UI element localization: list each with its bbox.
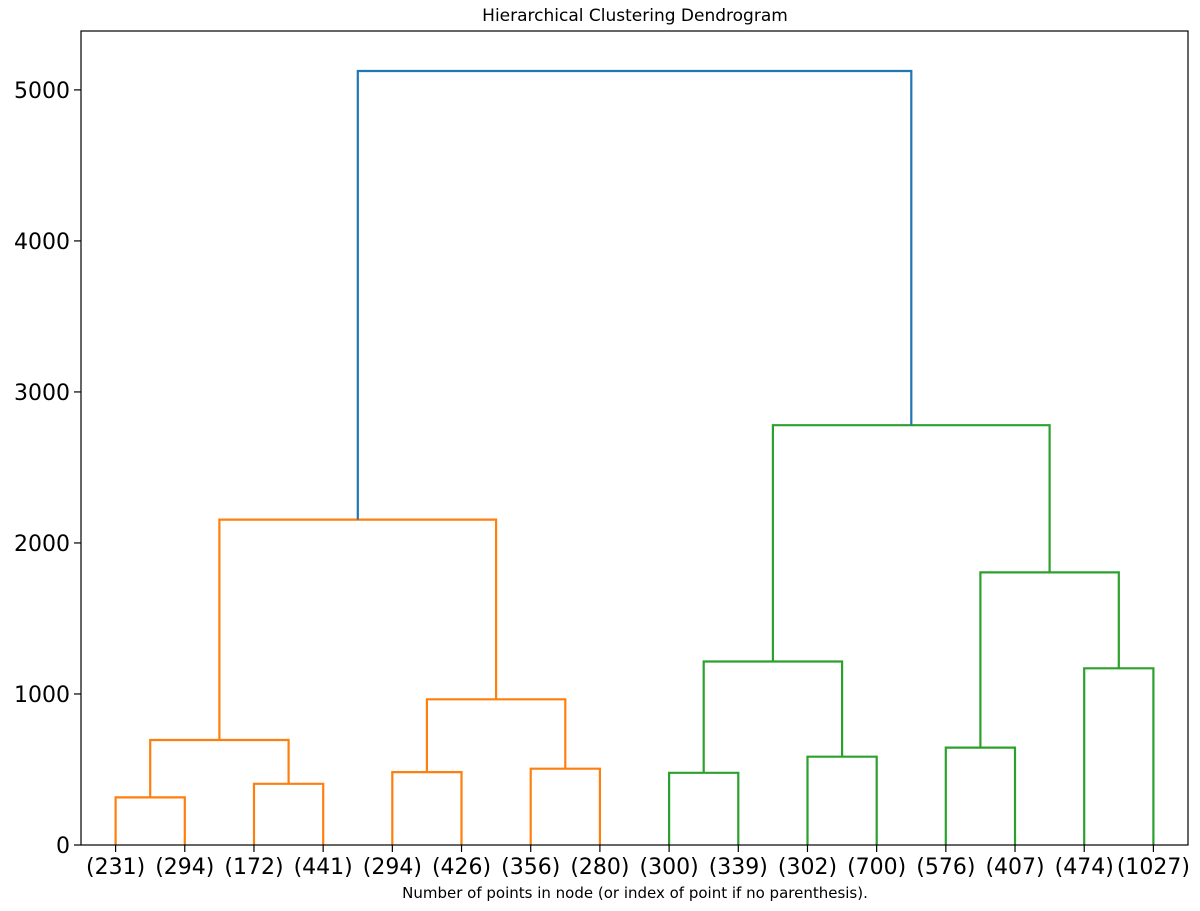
leaf-label: (302) xyxy=(778,855,837,880)
leaf-label: (700) xyxy=(847,855,906,880)
y-tick-label: 3000 xyxy=(14,381,70,406)
leaf-label: (294) xyxy=(155,855,214,880)
y-tick-label: 0 xyxy=(56,834,70,859)
x-axis: (231) (294) (172) (441) (294) (426) (356) (280)… xyxy=(86,845,1190,880)
leaf-label: (172) xyxy=(224,855,283,880)
leaf-label: (300) xyxy=(640,855,699,880)
leaf-label: (576) xyxy=(916,855,975,880)
leaf-label: (1027) xyxy=(1117,855,1190,880)
dendrogram-links xyxy=(114,69,1155,845)
plot-frame xyxy=(80,30,1189,846)
y-tick-label: 4000 xyxy=(14,230,70,255)
leaf-label: (426) xyxy=(432,855,491,880)
leaf-label: (407) xyxy=(985,855,1044,880)
leaf-label: (441) xyxy=(294,855,353,880)
y-tick-label: 2000 xyxy=(14,532,70,557)
leaf-label: (474) xyxy=(1055,855,1114,880)
y-tick-label: 5000 xyxy=(14,79,70,104)
leaf-label: (339) xyxy=(709,855,768,880)
x-axis-label: Number of points in node (or index of po… xyxy=(402,884,868,902)
chart-title: Hierarchical Clustering Dendrogram xyxy=(482,6,788,26)
leaf-label: (231) xyxy=(86,855,145,880)
y-tick-label: 1000 xyxy=(14,683,70,708)
dendrogram-link-root xyxy=(356,69,913,520)
leaf-label: (294) xyxy=(363,855,422,880)
y-axis: 0 1000 2000 3000 4000 5000 xyxy=(14,79,81,859)
leaf-label: (280) xyxy=(570,855,629,880)
leaf-label: (356) xyxy=(501,855,560,880)
